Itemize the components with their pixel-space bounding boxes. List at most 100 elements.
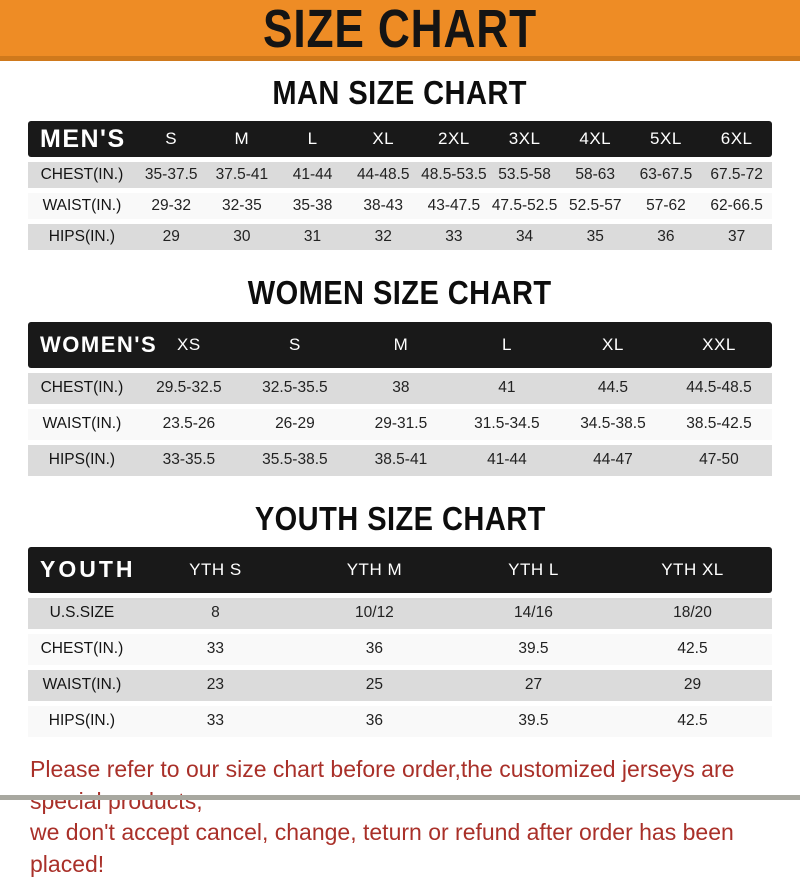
size-value-cell: 33 [418,224,490,251]
size-value-cell: 33-35.5 [135,444,242,476]
size-value-cell: 32-35 [206,193,278,220]
row-label: CHEST(IN.) [28,372,136,404]
size-value-cell: 29 [135,224,207,251]
size-value-cell: 36 [294,633,454,665]
table-row: CHEST(IN.) 29.5-32.5 32.5-35.5 38 41 44.5 44.5… [28,372,772,404]
size-value-cell: 10/12 [294,597,454,629]
size-value-cell: 30 [206,224,278,251]
table-header-label: MEN'S [28,121,136,158]
column-header: 4XL [559,121,631,158]
table-row: HIPS(IN.) 29 30 31 32 33 34 35 36 37 [28,224,772,251]
column-header: YTH M [294,546,454,593]
youth-section-heading-text: YOUTH SIZE CHART [254,499,546,537]
size-value-cell: 33 [135,633,295,665]
table-row: CHEST(IN.) 33 36 39.5 42.5 [28,633,772,665]
size-value-cell: 39.5 [453,705,613,737]
column-header: M [206,121,278,158]
row-label: CHEST(IN.) [28,162,136,189]
men-section-heading: MAN SIZE CHART [0,74,800,111]
column-header: L [453,321,560,368]
footer-note: Please refer to our size chart before or… [30,754,800,881]
size-value-cell: 47-50 [665,444,772,476]
table-row: WAIST(IN.) 29-32 32-35 35-38 38-43 43-47.5 47.… [28,193,772,220]
size-value-cell: 33 [135,705,295,737]
bottom-edge-strip [0,795,800,800]
column-header: S [135,121,207,158]
size-value-cell: 26-29 [241,408,348,440]
size-chart-banner: SIZE CHART [0,0,800,61]
size-value-cell: 27 [453,669,613,701]
table-header-label: YOUTH [28,546,136,593]
youth-size-table: YOUTH YTH S YTH M YTH L YTH XL U.S.SIZE 8 10/12… [28,542,772,742]
table-row: HIPS(IN.) 33 36 39.5 42.5 [28,705,772,737]
size-value-cell: 14/16 [453,597,613,629]
row-label: HIPS(IN.) [28,224,136,251]
size-value-cell: 58-63 [559,162,631,189]
size-value-cell: 35-37.5 [135,162,207,189]
size-value-cell: 67.5-72 [701,162,772,189]
size-value-cell: 8 [135,597,295,629]
column-header: 3XL [489,121,560,158]
size-value-cell: 44-48.5 [347,162,419,189]
size-value-cell: 36 [630,224,702,251]
size-value-cell: 41-44 [453,444,560,476]
size-value-cell: 34.5-38.5 [559,408,666,440]
size-value-cell: 38.5-42.5 [665,408,772,440]
column-header: 2XL [418,121,490,158]
size-value-cell: 62-66.5 [701,193,772,220]
row-label: WAIST(IN.) [28,408,136,440]
table-header-row: YOUTH YTH S YTH M YTH L YTH XL [28,546,772,593]
size-value-cell: 38-43 [347,193,419,220]
size-value-cell: 25 [294,669,454,701]
column-header: XS [135,321,242,368]
size-value-cell: 34 [489,224,560,251]
column-header: YTH XL [612,546,772,593]
men-section-heading-text: MAN SIZE CHART [272,74,528,111]
size-value-cell: 31 [277,224,348,251]
table-row: WAIST(IN.) 23.5-26 26-29 29-31.5 31.5-34.5 34… [28,408,772,440]
size-value-cell: 41-44 [277,162,348,189]
row-label: HIPS(IN.) [28,444,136,476]
column-header: L [277,121,348,158]
youth-size-section: YOUTH SIZE CHART YOUTH YTH S YTH M YTH L YTH… [0,499,800,742]
table-header-row: WOMEN'S XS S M L XL XXL [28,321,772,368]
size-value-cell: 52.5-57 [559,193,631,220]
men-size-section: MAN SIZE CHART MEN'S S M L XL 2XL 3XL 4XL 5XL 6XL… [0,74,800,255]
size-value-cell: 29.5-32.5 [135,372,242,404]
size-value-cell: 35.5-38.5 [241,444,348,476]
size-value-cell: 29-31.5 [347,408,454,440]
size-value-cell: 32.5-35.5 [241,372,348,404]
size-value-cell: 38.5-41 [347,444,454,476]
size-value-cell: 42.5 [612,633,772,665]
column-header: M [347,321,454,368]
table-row: WAIST(IN.) 23 25 27 29 [28,669,772,701]
table-header-row: MEN'S S M L XL 2XL 3XL 4XL 5XL 6XL [28,121,772,158]
column-header: 5XL [630,121,702,158]
size-value-cell: 32 [347,224,419,251]
women-section-heading: WOMEN SIZE CHART [0,274,800,312]
youth-section-heading: YOUTH SIZE CHART [0,499,800,537]
size-value-cell: 35-38 [277,193,348,220]
size-value-cell: 37.5-41 [206,162,278,189]
women-section-heading-text: WOMEN SIZE CHART [248,274,552,312]
table-row: HIPS(IN.) 33-35.5 35.5-38.5 38.5-41 41-44 44-… [28,444,772,476]
footer-note-line-1: Please refer to our size chart before or… [30,755,735,814]
row-label: WAIST(IN.) [28,669,136,701]
size-value-cell: 39.5 [453,633,613,665]
women-size-section: WOMEN SIZE CHART WOMEN'S XS S M L XL XXL CHEST(… [0,274,800,480]
column-header: S [241,321,348,368]
column-header: YTH S [135,546,295,593]
size-value-cell: 44.5 [559,372,666,404]
size-value-cell: 53.5-58 [489,162,560,189]
table-header-label: WOMEN'S [28,321,156,368]
size-value-cell: 43-47.5 [418,193,490,220]
size-value-cell: 23.5-26 [135,408,242,440]
column-header: XXL [665,321,772,368]
table-row: U.S.SIZE 8 10/12 14/16 18/20 [28,597,772,629]
table-row: CHEST(IN.) 35-37.5 37.5-41 41-44 44-48.5 48.5… [28,162,772,189]
size-value-cell: 31.5-34.5 [453,408,560,440]
size-value-cell: 23 [135,669,295,701]
column-header: XL [347,121,419,158]
size-value-cell: 38 [347,372,454,404]
size-value-cell: 44.5-48.5 [665,372,772,404]
